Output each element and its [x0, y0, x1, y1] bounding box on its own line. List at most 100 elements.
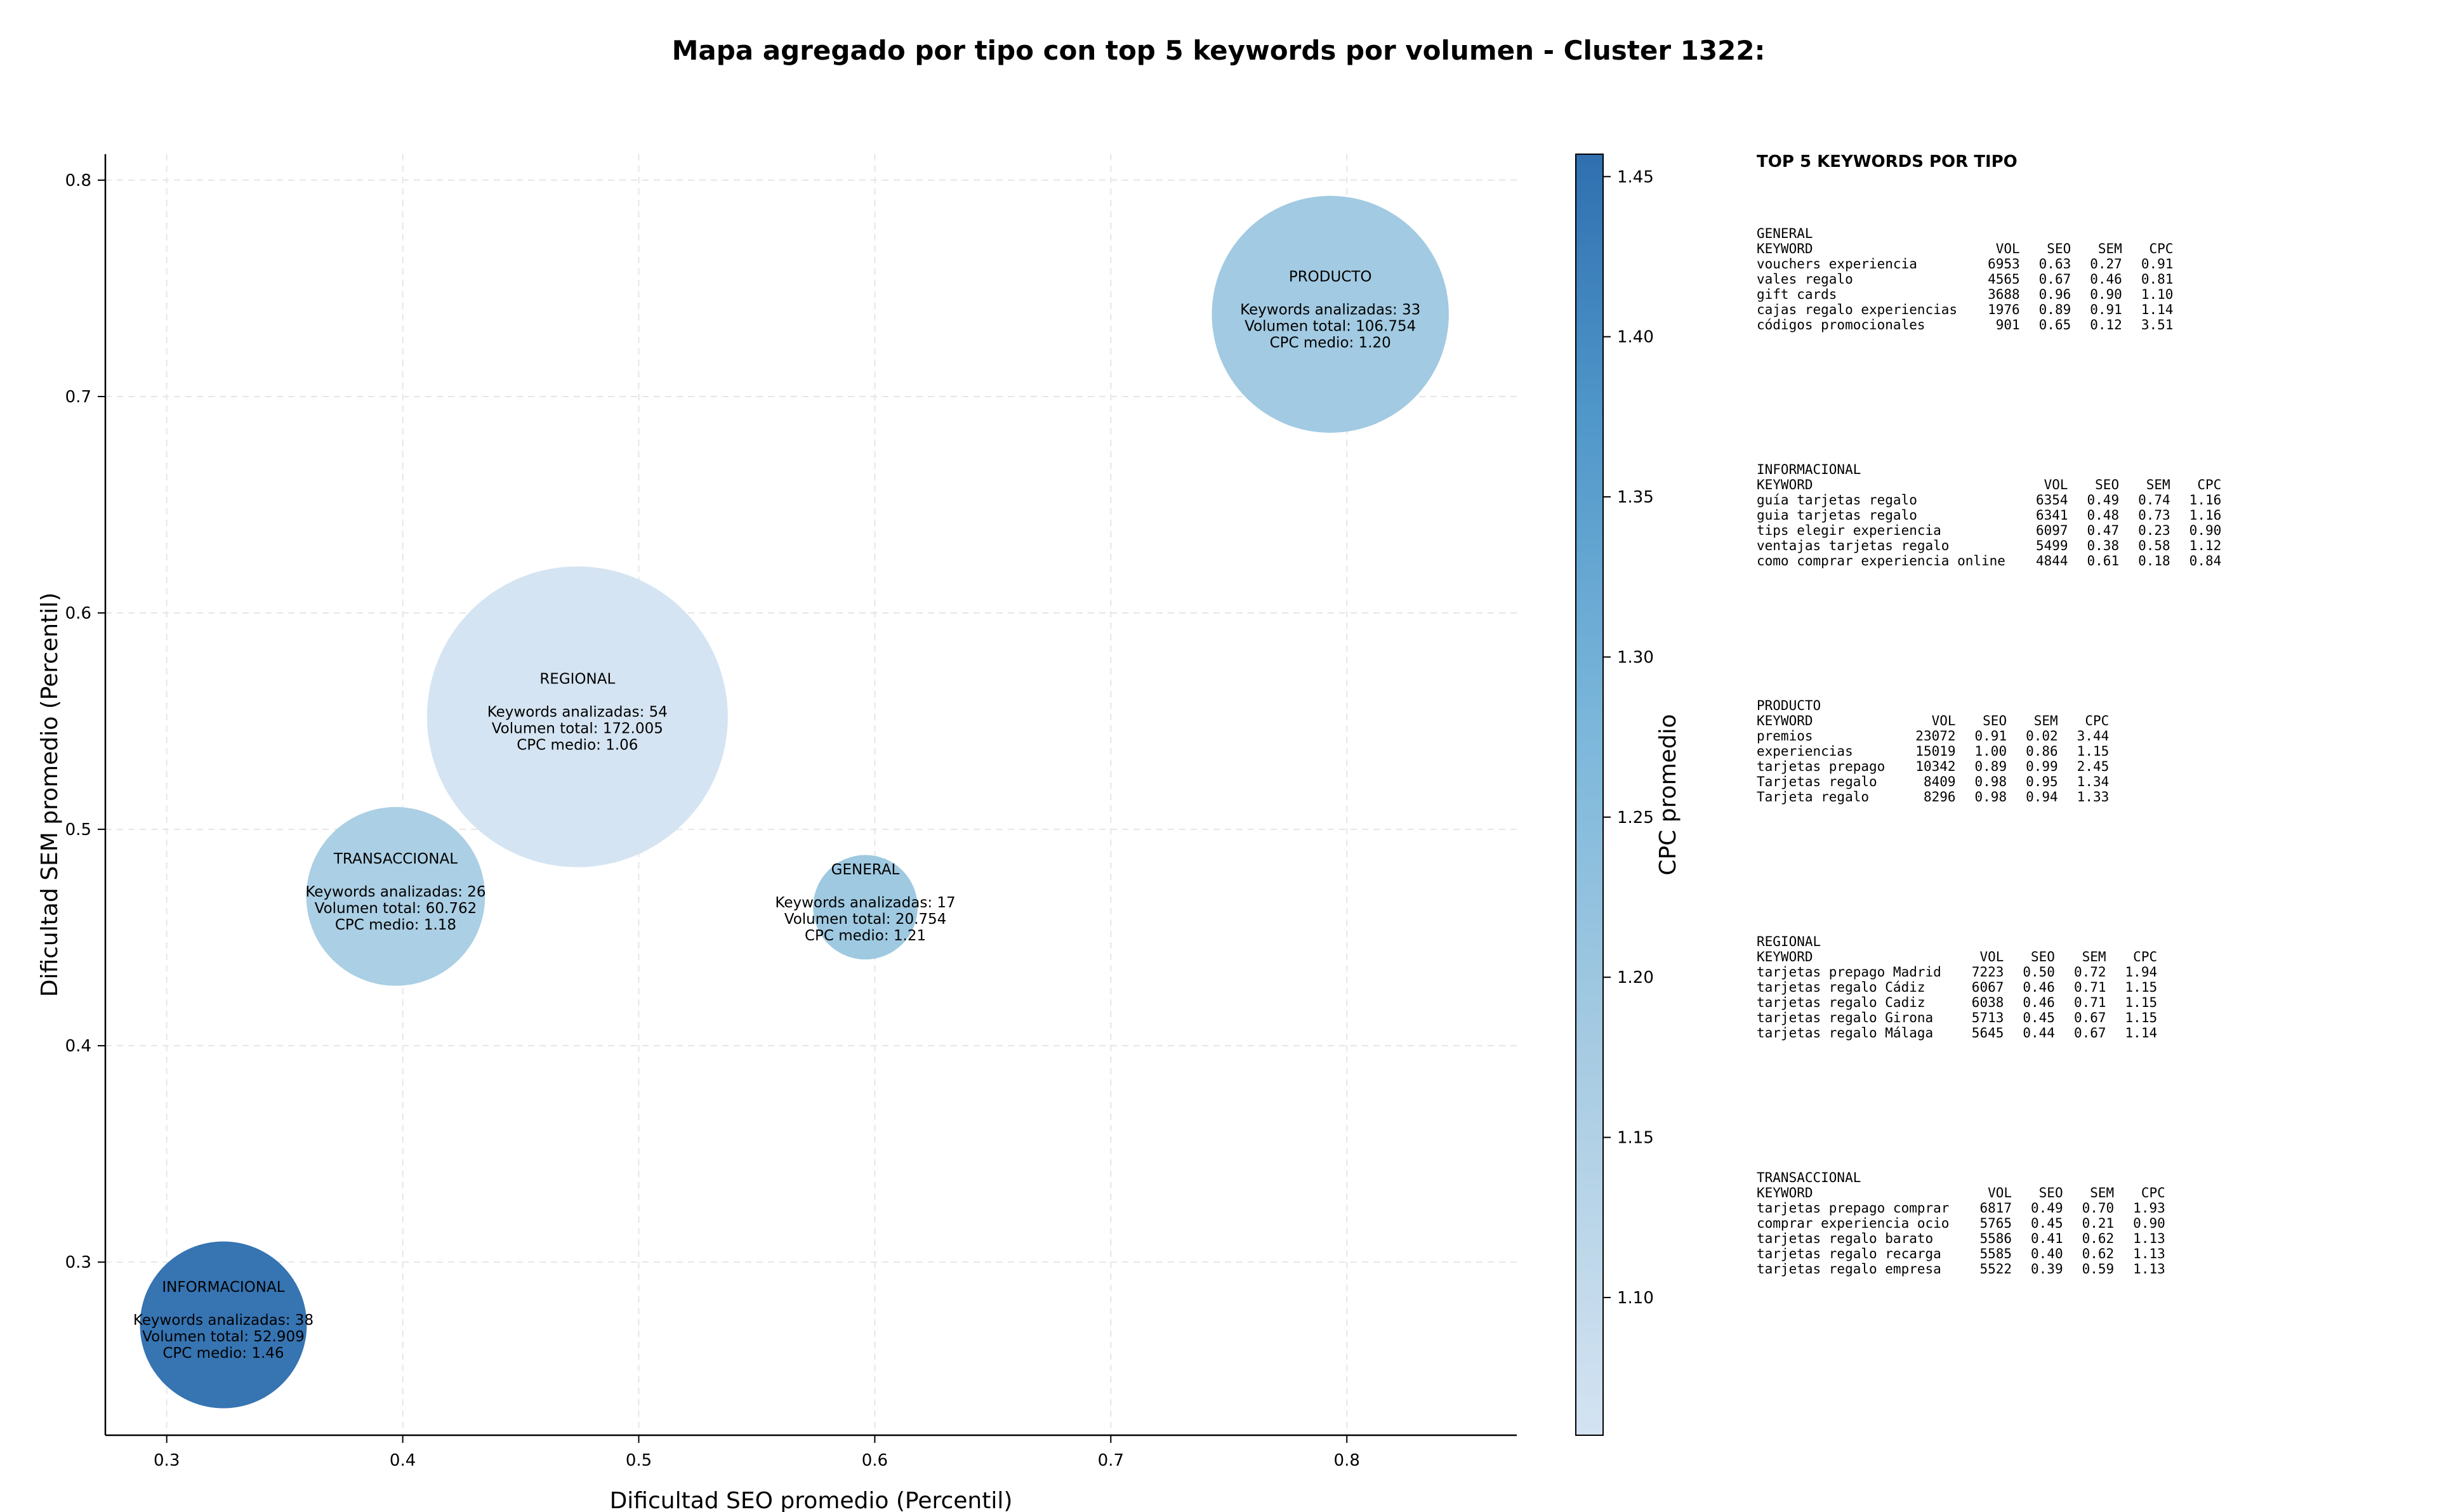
x-tick-label: 0.7 — [1098, 1451, 1124, 1470]
column-header-keyword: KEYWORD — [1757, 477, 1813, 492]
cell-vol: 5765 — [1979, 1216, 2012, 1231]
cell-cpc: 1.16 — [2189, 508, 2222, 523]
colorbar-tick-label: 1.40 — [1617, 328, 1654, 347]
y-tick-label: 0.6 — [65, 604, 91, 623]
colorbar-tick-label: 1.30 — [1617, 648, 1654, 667]
table-row: vouchers experiencia 6953 0.63 0.27 0.91 — [1757, 256, 2173, 272]
colorbar-tick-label: 1.25 — [1617, 808, 1654, 827]
y-tick-label: 0.3 — [65, 1253, 91, 1272]
table-row: tarjetas regalo Cádiz 6067 0.46 0.71 1.15 — [1757, 980, 2157, 995]
cell-cpc: 1.13 — [2133, 1231, 2165, 1246]
cell-seo: 1.00 — [1974, 744, 2007, 759]
cell-seo: 0.40 — [2031, 1246, 2063, 1261]
cell-cpc: 1.13 — [2133, 1246, 2165, 1261]
bubble-label-cpc: CPC medio: 1.06 — [517, 737, 638, 754]
x-axis-label: Dificultad SEO promedio (Percentil) — [610, 1488, 1013, 1512]
cell-seo: 0.91 — [1974, 728, 2007, 744]
cell-sem: 0.90 — [2090, 287, 2122, 302]
table-row: Tarjetas regalo 8409 0.98 0.95 1.34 — [1757, 774, 2109, 789]
colorbar-gradient — [1575, 154, 1604, 1436]
column-header-sem: SEM — [2146, 477, 2170, 492]
cell-keyword: tarjetas prepago — [1757, 759, 1886, 774]
cell-vol: 3688 — [1988, 287, 2020, 302]
bubble-label-cpc: CPC medio: 1.18 — [335, 917, 456, 933]
cell-seo: 0.49 — [2031, 1200, 2063, 1216]
cell-sem: 0.23 — [2138, 523, 2170, 538]
y-tick-label: 0.7 — [65, 388, 91, 407]
column-header-vol: VOL — [2044, 477, 2068, 492]
cell-keyword: tarjetas regalo Málaga — [1757, 1025, 1934, 1041]
keyword-group-name: TRANSACCIONAL — [1757, 1170, 1861, 1185]
keyword-groups: GENERAL KEYWORD VOL SEO SEM CPC vouchers exper… — [1757, 226, 2423, 1277]
cell-cpc: 1.15 — [2125, 995, 2158, 1010]
keyword-table-header: KEYWORD VOL SEO SEM CPC — [1757, 477, 2221, 492]
keyword-table-header: KEYWORD VOL SEO SEM CPC — [1757, 949, 2157, 964]
cell-keyword: Tarjeta regalo — [1757, 789, 1870, 805]
table-row: comprar experiencia ocio 5765 0.45 0.21 0.90 — [1757, 1216, 2165, 1231]
cell-sem: 0.67 — [2073, 1010, 2106, 1025]
bubble-label-type: PRODUCTO — [1289, 268, 1372, 285]
cell-cpc: 1.10 — [2141, 287, 2174, 302]
table-row: tarjetas regalo barato 5586 0.41 0.62 1.13 — [1757, 1231, 2165, 1246]
keyword-group-name: GENERAL — [1757, 226, 1813, 241]
cell-sem: 0.46 — [2090, 272, 2122, 287]
cell-sem: 0.74 — [2138, 492, 2170, 508]
column-header-cpc: CPC — [2085, 713, 2110, 728]
table-row: cajas regalo experiencias 1976 0.89 0.91 1.1… — [1757, 302, 2173, 317]
chart-title: Mapa agregado por tipo con top 5 keyword… — [671, 35, 1766, 66]
cell-sem: 0.73 — [2138, 508, 2170, 523]
cell-vol: 6097 — [2035, 523, 2068, 538]
colorbar-tick-label: 1.10 — [1617, 1289, 1654, 1308]
cell-cpc: 1.16 — [2189, 492, 2222, 508]
cell-keyword: códigos promocionales — [1757, 317, 1925, 332]
cell-keyword: tarjetas prepago Madrid — [1757, 964, 1941, 980]
cell-sem: 0.62 — [2082, 1231, 2115, 1246]
colorbar-tick-label: 1.15 — [1617, 1129, 1654, 1148]
cell-keyword: guia tarjetas regalo — [1757, 508, 1917, 523]
keyword-group-general: GENERAL KEYWORD VOL SEO SEM CPC vouchers exper… — [1757, 226, 2423, 332]
column-header-sem: SEM — [2097, 241, 2122, 256]
keyword-group-name: REGIONAL — [1757, 934, 1821, 949]
column-header-seo: SEO — [2038, 1185, 2063, 1200]
cell-cpc: 1.14 — [2125, 1025, 2158, 1041]
cell-keyword: Tarjetas regalo — [1757, 774, 1877, 789]
cell-vol: 8296 — [1923, 789, 1956, 805]
bubble-label-volume: Volumen total: 52.909 — [142, 1329, 305, 1345]
cell-sem: 0.62 — [2082, 1246, 2115, 1261]
table-row: tarjetas regalo Cadiz 6038 0.46 0.71 1.15 — [1757, 995, 2157, 1010]
cell-sem: 0.91 — [2090, 302, 2122, 317]
cell-seo: 0.67 — [2038, 272, 2071, 287]
cell-sem: 0.99 — [2026, 759, 2058, 774]
cell-seo: 0.96 — [2038, 287, 2071, 302]
cell-cpc: 1.93 — [2133, 1200, 2165, 1216]
cell-seo: 0.63 — [2038, 256, 2071, 272]
cell-vol: 1976 — [1988, 302, 2020, 317]
cell-vol: 8409 — [1923, 774, 1956, 789]
keyword-table: KEYWORD VOL SEO SEM CPC premios 23072 0.91 0.02 3… — [1757, 713, 2109, 805]
column-header-cpc: CPC — [2197, 477, 2222, 492]
bubble-label-type: REGIONAL — [539, 671, 615, 688]
column-header-keyword: KEYWORD — [1757, 1185, 1813, 1200]
table-row: tarjetas prepago comprar 6817 0.49 0.70 1.93 — [1757, 1200, 2165, 1216]
bubble-regional — [426, 566, 728, 867]
column-header-seo: SEO — [1983, 713, 2007, 728]
cell-keyword: vouchers experiencia — [1757, 256, 1917, 272]
cell-vol: 6354 — [2035, 492, 2068, 508]
cell-vol: 23072 — [1915, 728, 1956, 744]
table-row: tarjetas regalo empresa 5522 0.39 0.59 1.13 — [1757, 1261, 2165, 1277]
column-header-keyword: KEYWORD — [1757, 241, 1813, 256]
cell-keyword: como comprar experiencia online — [1757, 553, 2005, 569]
keyword-table-header: KEYWORD VOL SEO SEM CPC — [1757, 1185, 2165, 1200]
bubble-label-cpc: CPC medio: 1.21 — [805, 928, 926, 944]
cell-cpc: 0.91 — [2141, 256, 2174, 272]
bubble-informacional — [140, 1241, 307, 1409]
column-header-cpc: CPC — [2141, 1185, 2165, 1200]
x-tick-label: 0.3 — [154, 1451, 180, 1470]
column-header-vol: VOL — [1988, 1185, 2012, 1200]
cell-cpc: 0.90 — [2133, 1216, 2165, 1231]
column-header-seo: SEO — [2031, 949, 2055, 964]
column-header-seo: SEO — [2047, 241, 2071, 256]
cell-sem: 0.12 — [2090, 317, 2122, 332]
keyword-group-name: INFORMACIONAL — [1757, 462, 1861, 477]
bubble-label-volume: Volumen total: 106.754 — [1245, 318, 1416, 334]
